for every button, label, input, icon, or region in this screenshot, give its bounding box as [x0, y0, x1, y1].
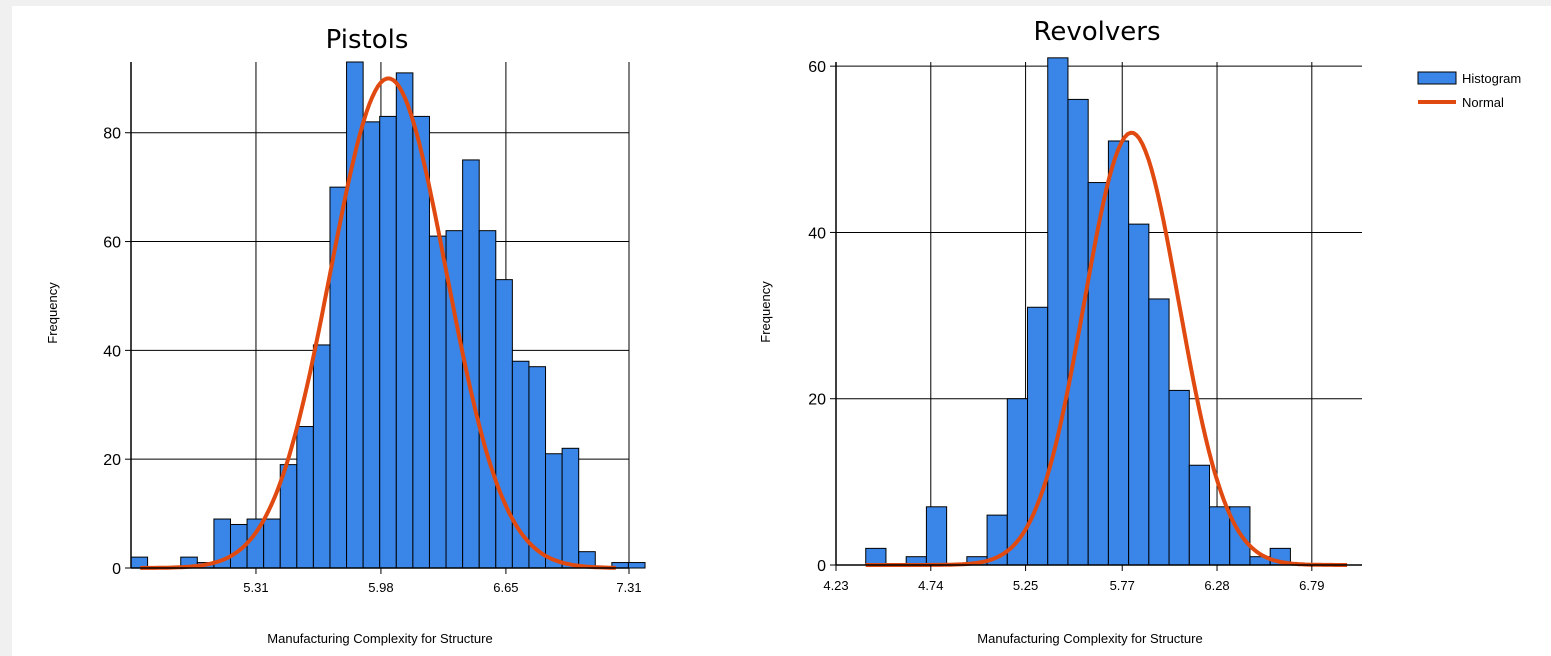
x-tick-label: 5.98 [368, 580, 393, 595]
histogram-bars [130, 61, 646, 569]
x-tick-label: 6.65 [493, 580, 518, 595]
y-tick-label: 40 [103, 343, 121, 360]
legend-label-normal: Normal [1462, 95, 1504, 110]
chart-title: Pistols [326, 25, 409, 55]
histogram-bar [1027, 306, 1049, 566]
histogram-bar [1087, 182, 1109, 566]
histogram-bar [561, 447, 580, 569]
x-tick-label: 6.79 [1299, 578, 1324, 593]
histogram-bar [329, 186, 348, 569]
histogram-bar [263, 518, 281, 569]
histogram-bar [495, 279, 513, 569]
x-tick-label: 4.74 [918, 578, 943, 593]
histogram-bar [627, 562, 646, 569]
y-tick-label: 80 [103, 126, 121, 143]
axes: 0 20 40 60 4.23 4.74 5.25 5.77 6.28 6.79 [808, 59, 1362, 593]
histogram-bar [545, 453, 563, 569]
y-tick-label: 60 [103, 235, 121, 252]
histogram-bar [1168, 389, 1190, 566]
chart-title: Revolvers [1033, 17, 1160, 47]
histogram-bar [1209, 506, 1231, 566]
x-axis-label: Manufacturing Complexity for Structure [267, 631, 492, 646]
histogram-bar [1047, 57, 1069, 566]
histogram-bar [478, 230, 497, 569]
y-axis-label: Frequency [758, 281, 773, 343]
x-tick-label: 6.28 [1204, 578, 1229, 593]
histogram-bar [379, 115, 397, 569]
x-tick-label: 5.77 [1110, 578, 1135, 593]
legend: Histogram Normal [1417, 71, 1521, 110]
histogram-bar [1128, 223, 1150, 566]
x-tick-label: 7.31 [616, 580, 641, 595]
axes: 0 20 40 60 80 5.31 5.98 6.65 7.31 [103, 62, 642, 595]
histogram-bar [528, 366, 547, 569]
histogram-bar [1107, 140, 1130, 566]
histogram-bar [925, 506, 948, 566]
x-tick-label: 5.25 [1013, 578, 1038, 593]
histogram-bar [296, 426, 314, 569]
y-axis-label: Frequency [45, 282, 60, 344]
normal-curve [140, 76, 616, 570]
y-tick-label: 20 [103, 452, 121, 469]
histogram-bar [312, 344, 331, 569]
legend-swatch-histogram [1417, 71, 1457, 85]
y-tick-label: 0 [112, 561, 121, 578]
x-tick-label: 5.31 [243, 580, 268, 595]
x-axis-label: Manufacturing Complexity for Structure [977, 631, 1202, 646]
y-tick-label: 0 [817, 558, 826, 575]
legend-label-histogram: Histogram [1462, 71, 1521, 86]
x-tick-label: 4.23 [823, 578, 848, 593]
histogram-bar [395, 72, 414, 569]
y-tick-label: 40 [808, 225, 826, 242]
histogram-bar [428, 235, 447, 569]
histogram-bars [865, 57, 1291, 566]
histogram-bar [865, 547, 887, 566]
histogram-bar [1188, 464, 1211, 566]
y-tick-label: 20 [808, 392, 826, 409]
histogram-bar [362, 121, 381, 569]
revolvers-chart: Revolvers 0 20 40 60 4.23 4.74 5.25 5.77 6.28 6.7… [758, 17, 1362, 646]
y-tick-label: 60 [808, 59, 826, 76]
pistols-chart: Pistols 0 20 40 60 80 5.31 5.98 6.65 7.31 Freque… [45, 25, 646, 646]
histogram-bar [1148, 298, 1170, 566]
